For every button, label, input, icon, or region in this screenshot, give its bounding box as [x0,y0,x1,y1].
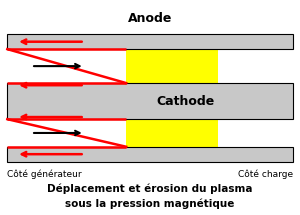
Polygon shape [126,49,218,83]
Text: Côté charge: Côté charge [238,170,293,179]
Text: sous la pression magnétique: sous la pression magnétique [65,199,235,209]
Bar [7,147,293,162]
Text: Déplacement et érosion du plasma: Déplacement et érosion du plasma [47,184,253,194]
Bar [7,34,293,49]
Bar [7,83,293,119]
Text: Côté générateur: Côté générateur [7,170,82,179]
Text: Cathode: Cathode [157,95,215,108]
Polygon shape [126,119,218,147]
Text: Anode: Anode [128,12,172,25]
